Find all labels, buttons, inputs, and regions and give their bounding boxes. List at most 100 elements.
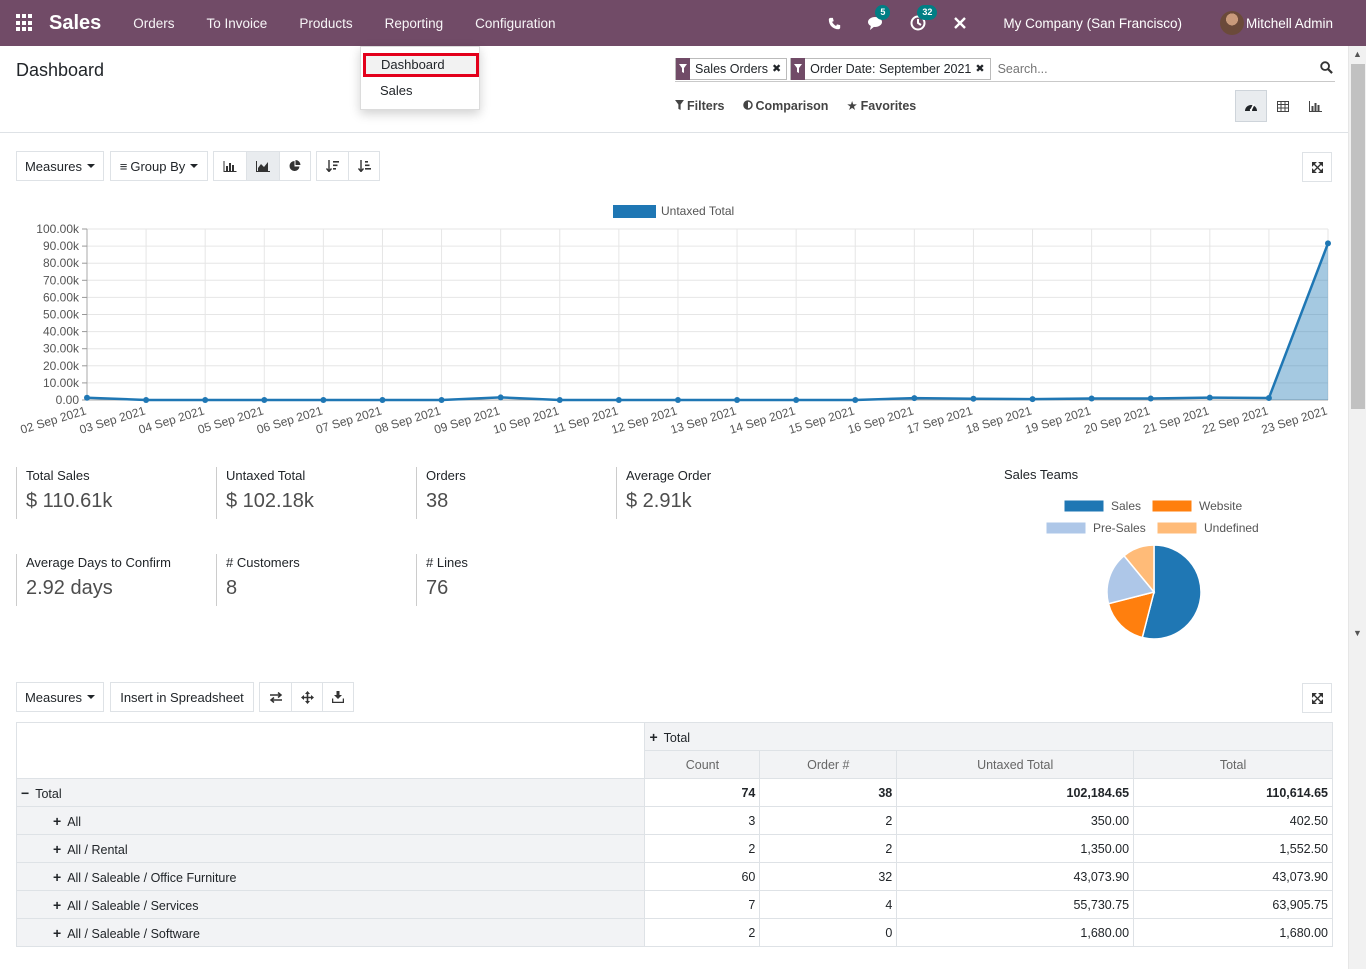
sort-descending-button[interactable] xyxy=(316,151,349,181)
cell-count[interactable]: 74 xyxy=(644,778,761,807)
kpi-orders[interactable]: Orders 38 xyxy=(416,467,466,519)
kpi-untaxed-total[interactable]: Untaxed Total $ 102.18k xyxy=(216,467,314,519)
favorites-button[interactable]: ★ Favorites xyxy=(846,98,916,114)
data-point[interactable] xyxy=(970,395,977,402)
pie-slice[interactable] xyxy=(1141,544,1202,640)
graph-expand-button[interactable] xyxy=(1302,152,1332,182)
data-point[interactable] xyxy=(261,397,268,403)
activities-icon[interactable]: 32 xyxy=(907,5,938,34)
data-point[interactable] xyxy=(1088,395,1095,402)
graph-measures-button[interactable]: Measures xyxy=(16,151,104,181)
data-point[interactable] xyxy=(379,397,386,403)
cell-total[interactable]: 1,680.00 xyxy=(1133,918,1333,947)
cell-order-count[interactable]: 4 xyxy=(759,890,898,919)
kpi-average-days-to-confirm[interactable]: Average Days to Confirm 2.92 days xyxy=(16,554,171,606)
comparison-button[interactable]: Comparison xyxy=(742,99,828,113)
data-point[interactable] xyxy=(615,397,622,403)
cell-untaxed-total[interactable]: 1,680.00 xyxy=(896,918,1135,947)
data-point[interactable] xyxy=(497,394,504,401)
cell-count[interactable]: 2 xyxy=(644,918,761,947)
pie-slice[interactable] xyxy=(1107,590,1156,639)
dropdown-item-sales[interactable]: Sales xyxy=(380,83,413,98)
data-point[interactable] xyxy=(793,397,800,403)
scroll-down-icon[interactable]: ▼ xyxy=(1353,628,1362,638)
group-by-button[interactable]: ≡ Group By xyxy=(110,151,208,181)
pivot-col-header-total[interactable]: + Total xyxy=(644,722,1333,751)
cell-count[interactable]: 7 xyxy=(644,890,761,919)
user-avatar[interactable] xyxy=(1219,11,1244,35)
user-menu[interactable]: Mitchell Admin xyxy=(1245,15,1333,31)
kpi-lines[interactable]: # Lines 76 xyxy=(416,554,468,606)
data-point[interactable] xyxy=(143,397,150,403)
cell-total[interactable]: 43,073.90 xyxy=(1133,862,1333,891)
debug-tools-icon[interactable] xyxy=(949,12,971,34)
kpi-average-order[interactable]: Average Order $ 2.91k xyxy=(616,467,711,519)
cell-order-count[interactable]: 2 xyxy=(759,806,898,835)
search-input[interactable] xyxy=(993,61,1294,76)
cell-order-count[interactable]: 0 xyxy=(759,918,898,947)
data-point[interactable] xyxy=(1325,240,1331,247)
cell-order-count[interactable]: 38 xyxy=(759,778,898,807)
kpi-total-sales[interactable]: Total Sales $ 110.61k xyxy=(16,467,112,519)
cell-untaxed-total[interactable]: 350.00 xyxy=(896,806,1135,835)
phone-icon[interactable] xyxy=(823,12,845,34)
scroll-up-icon[interactable]: ▲ xyxy=(1353,49,1362,59)
data-point[interactable] xyxy=(1265,394,1272,401)
line-chart-button[interactable] xyxy=(246,151,280,181)
menu-configuration[interactable]: Configuration xyxy=(475,15,556,31)
menu-to-invoice[interactable]: To Invoice xyxy=(206,15,268,31)
data-point[interactable] xyxy=(911,395,918,402)
pivot-measures-button[interactable]: Measures xyxy=(16,682,104,712)
pivot-row-header-total[interactable]: − Total xyxy=(15,778,646,807)
pivot-measure-count[interactable]: Count xyxy=(644,750,761,779)
pie-chart-button[interactable] xyxy=(279,151,311,181)
app-brand[interactable]: Sales xyxy=(49,11,102,34)
sort-ascending-button[interactable] xyxy=(348,151,380,181)
cell-total[interactable]: 1,552.50 xyxy=(1133,834,1333,863)
bar-chart-button[interactable] xyxy=(213,151,247,181)
cell-count[interactable]: 3 xyxy=(644,806,761,835)
cell-untaxed-total[interactable]: 102,184.65 xyxy=(896,778,1135,807)
pivot-row-header[interactable]: + All / Saleable / Services xyxy=(15,890,646,919)
kpi-customers[interactable]: # Customers 8 xyxy=(216,554,300,606)
company-switcher[interactable]: My Company (San Francisco) xyxy=(1003,15,1182,31)
facet-remove-icon[interactable]: ✖ xyxy=(975,63,985,75)
cell-total[interactable]: 63,905.75 xyxy=(1133,890,1333,919)
cell-order-count[interactable]: 32 xyxy=(759,862,898,891)
expand-all-button[interactable] xyxy=(291,682,323,712)
menu-orders[interactable]: Orders xyxy=(133,15,175,31)
pivot-row-header[interactable]: + All / Saleable / Office Furniture xyxy=(15,862,646,891)
filters-button[interactable]: Filters xyxy=(675,99,725,113)
pivot-row-header[interactable]: + All / Rental xyxy=(15,834,646,863)
apps-menu-icon[interactable] xyxy=(16,14,34,32)
flip-axis-button[interactable] xyxy=(259,682,292,712)
data-point[interactable] xyxy=(852,397,859,403)
search-icon[interactable] xyxy=(1320,61,1333,77)
cell-count[interactable]: 60 xyxy=(644,862,761,891)
graph-view-button[interactable] xyxy=(1299,90,1331,122)
data-point[interactable] xyxy=(556,397,563,403)
data-point[interactable] xyxy=(320,397,327,403)
data-point[interactable] xyxy=(1029,396,1036,403)
cell-total[interactable]: 402.50 xyxy=(1133,806,1333,835)
pivot-measure-total[interactable]: Total xyxy=(1133,750,1333,779)
cell-count[interactable]: 2 xyxy=(644,834,761,863)
insert-in-spreadsheet-button[interactable]: Insert in Spreadsheet xyxy=(110,682,254,712)
pie-slice[interactable] xyxy=(1122,544,1155,595)
data-point[interactable] xyxy=(438,397,445,403)
messages-icon[interactable]: 5 xyxy=(865,5,891,34)
data-point[interactable] xyxy=(674,397,681,403)
data-point[interactable] xyxy=(84,394,90,401)
pivot-measure-untaxed-total[interactable]: Untaxed Total xyxy=(896,750,1135,779)
download-xlsx-button[interactable] xyxy=(322,682,354,712)
dropdown-item-dashboard[interactable]: Dashboard xyxy=(363,53,479,77)
cell-untaxed-total[interactable]: 1,350.00 xyxy=(896,834,1135,863)
pivot-view-button[interactable] xyxy=(1267,90,1299,122)
pie-slice[interactable] xyxy=(1106,554,1156,605)
pivot-expand-button[interactable] xyxy=(1302,683,1332,713)
data-point[interactable] xyxy=(202,397,209,403)
scroll-thumb[interactable] xyxy=(1351,64,1365,409)
dashboard-view-button[interactable] xyxy=(1235,90,1267,122)
pivot-row-header[interactable]: + All xyxy=(15,806,646,835)
pivot-row-header[interactable]: + All / Saleable / Software xyxy=(15,918,646,947)
